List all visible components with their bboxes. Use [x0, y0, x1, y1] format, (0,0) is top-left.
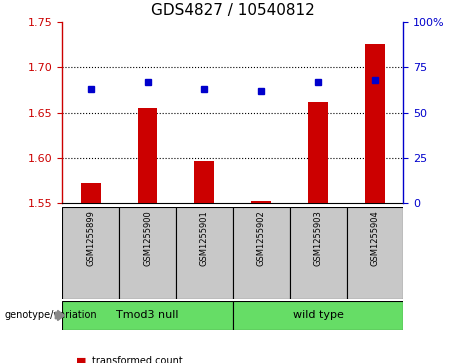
Text: GSM1255901: GSM1255901 [200, 211, 209, 266]
Text: GSM1255899: GSM1255899 [86, 211, 95, 266]
Bar [62, 301, 233, 330]
Title: GDS4827 / 10540812: GDS4827 / 10540812 [151, 3, 315, 18]
Bar [62, 207, 119, 299]
Bar [176, 207, 233, 299]
Bar [251, 201, 271, 203]
Text: GSM1255903: GSM1255903 [313, 211, 323, 266]
Bar [81, 183, 100, 203]
Bar [195, 160, 214, 203]
Text: transformed count: transformed count [92, 356, 183, 363]
Text: GSM1255904: GSM1255904 [371, 211, 379, 266]
Text: wild type: wild type [293, 310, 343, 321]
Bar [137, 108, 158, 203]
Bar [233, 207, 290, 299]
Text: genotype/variation: genotype/variation [5, 310, 97, 321]
Text: GSM1255900: GSM1255900 [143, 211, 152, 266]
Bar [290, 207, 347, 299]
Bar [119, 207, 176, 299]
Bar [347, 207, 403, 299]
Bar [233, 301, 403, 330]
Text: ■: ■ [76, 356, 87, 363]
Text: Tmod3 null: Tmod3 null [116, 310, 179, 321]
Bar [365, 44, 385, 203]
Text: GSM1255902: GSM1255902 [257, 211, 266, 266]
Bar [308, 102, 328, 203]
